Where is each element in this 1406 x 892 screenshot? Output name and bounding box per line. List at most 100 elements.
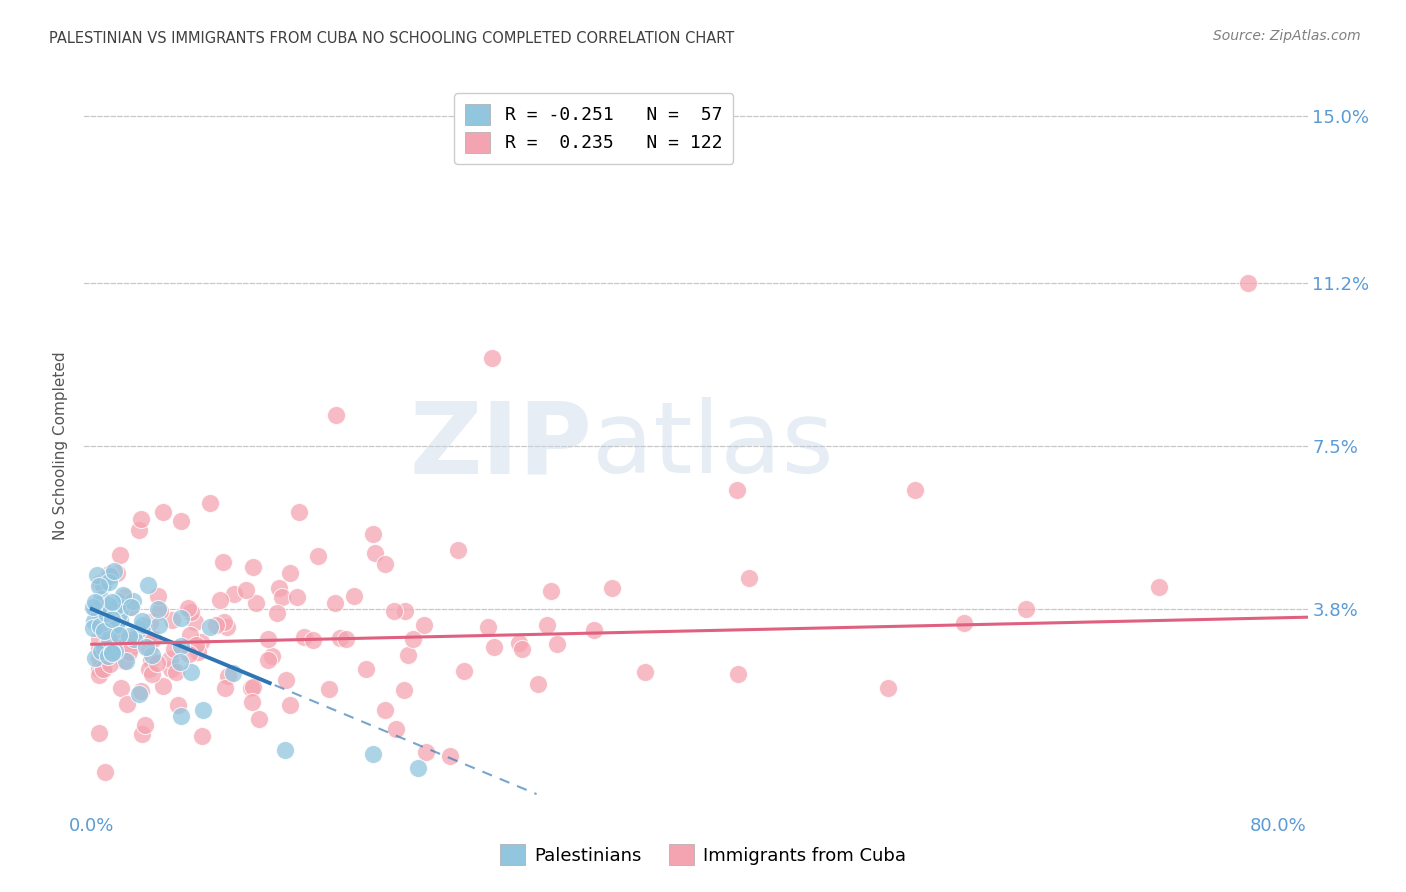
Point bbox=[89, 619, 111, 633]
Point bbox=[217, 669, 239, 683]
Point bbox=[191, 730, 214, 744]
Point bbox=[89, 599, 111, 613]
Point bbox=[186, 638, 208, 652]
Point bbox=[217, 620, 239, 634]
Point bbox=[212, 615, 235, 630]
Point bbox=[240, 695, 263, 709]
Point bbox=[120, 640, 142, 654]
Point bbox=[325, 408, 347, 422]
Point bbox=[100, 627, 122, 641]
Point bbox=[392, 683, 415, 698]
Point bbox=[134, 717, 156, 731]
Point bbox=[100, 657, 122, 672]
Point bbox=[104, 618, 127, 632]
Point bbox=[439, 748, 461, 763]
Text: ZIP: ZIP bbox=[409, 398, 592, 494]
Point bbox=[363, 747, 385, 762]
Point bbox=[1237, 276, 1260, 290]
Point bbox=[103, 645, 125, 659]
Point bbox=[138, 615, 160, 630]
Point bbox=[540, 584, 562, 599]
Point bbox=[170, 640, 193, 654]
Point bbox=[222, 587, 245, 601]
Point bbox=[877, 681, 900, 695]
Point bbox=[108, 628, 131, 642]
Point bbox=[583, 623, 606, 637]
Point bbox=[121, 593, 143, 607]
Point bbox=[267, 581, 290, 595]
Point bbox=[90, 644, 112, 658]
Point bbox=[112, 588, 135, 602]
Point bbox=[412, 617, 434, 632]
Legend: Palestinians, Immigrants from Cuba: Palestinians, Immigrants from Cuba bbox=[492, 837, 914, 872]
Point bbox=[89, 651, 111, 665]
Text: atlas: atlas bbox=[592, 398, 834, 494]
Point bbox=[93, 624, 115, 639]
Point bbox=[98, 568, 121, 582]
Point bbox=[245, 596, 267, 610]
Point bbox=[170, 514, 193, 528]
Point bbox=[117, 697, 139, 711]
Point bbox=[453, 664, 475, 678]
Point bbox=[725, 483, 748, 497]
Point bbox=[396, 648, 419, 663]
Point bbox=[546, 636, 568, 650]
Point bbox=[104, 599, 127, 613]
Point bbox=[86, 567, 108, 582]
Point bbox=[374, 557, 396, 571]
Point bbox=[82, 599, 104, 614]
Point bbox=[122, 634, 145, 648]
Point bbox=[242, 560, 264, 574]
Point bbox=[382, 604, 405, 618]
Point bbox=[270, 590, 292, 604]
Point bbox=[214, 681, 236, 696]
Point bbox=[110, 613, 132, 627]
Point bbox=[508, 636, 530, 650]
Point bbox=[204, 618, 226, 632]
Point bbox=[364, 546, 387, 560]
Point bbox=[121, 599, 143, 614]
Point bbox=[107, 566, 129, 581]
Point bbox=[208, 593, 231, 607]
Point bbox=[329, 631, 352, 645]
Point bbox=[222, 666, 245, 681]
Point bbox=[952, 615, 974, 630]
Point bbox=[257, 632, 280, 646]
Point bbox=[132, 618, 155, 632]
Point bbox=[97, 648, 120, 663]
Point bbox=[101, 645, 124, 659]
Point bbox=[280, 566, 302, 580]
Point bbox=[136, 632, 159, 646]
Point bbox=[904, 483, 927, 497]
Point bbox=[148, 618, 170, 632]
Point bbox=[160, 662, 183, 676]
Point bbox=[128, 523, 150, 537]
Point bbox=[136, 577, 159, 591]
Point bbox=[114, 653, 136, 667]
Point bbox=[141, 648, 163, 662]
Point bbox=[247, 712, 270, 726]
Point bbox=[107, 618, 129, 632]
Point bbox=[307, 549, 329, 563]
Point bbox=[242, 680, 264, 694]
Point bbox=[110, 681, 132, 695]
Point bbox=[177, 647, 200, 661]
Point bbox=[257, 653, 280, 667]
Point bbox=[184, 615, 207, 629]
Point bbox=[112, 654, 135, 668]
Point bbox=[527, 676, 550, 690]
Point bbox=[335, 632, 357, 646]
Point bbox=[200, 620, 222, 634]
Point bbox=[122, 632, 145, 646]
Point bbox=[165, 665, 187, 679]
Point bbox=[384, 722, 406, 736]
Point bbox=[83, 602, 105, 616]
Point bbox=[89, 668, 111, 682]
Point bbox=[118, 600, 141, 615]
Point bbox=[1015, 602, 1038, 616]
Point bbox=[103, 644, 125, 658]
Point bbox=[135, 640, 157, 655]
Point bbox=[169, 656, 191, 670]
Point bbox=[481, 351, 503, 365]
Point bbox=[146, 589, 169, 603]
